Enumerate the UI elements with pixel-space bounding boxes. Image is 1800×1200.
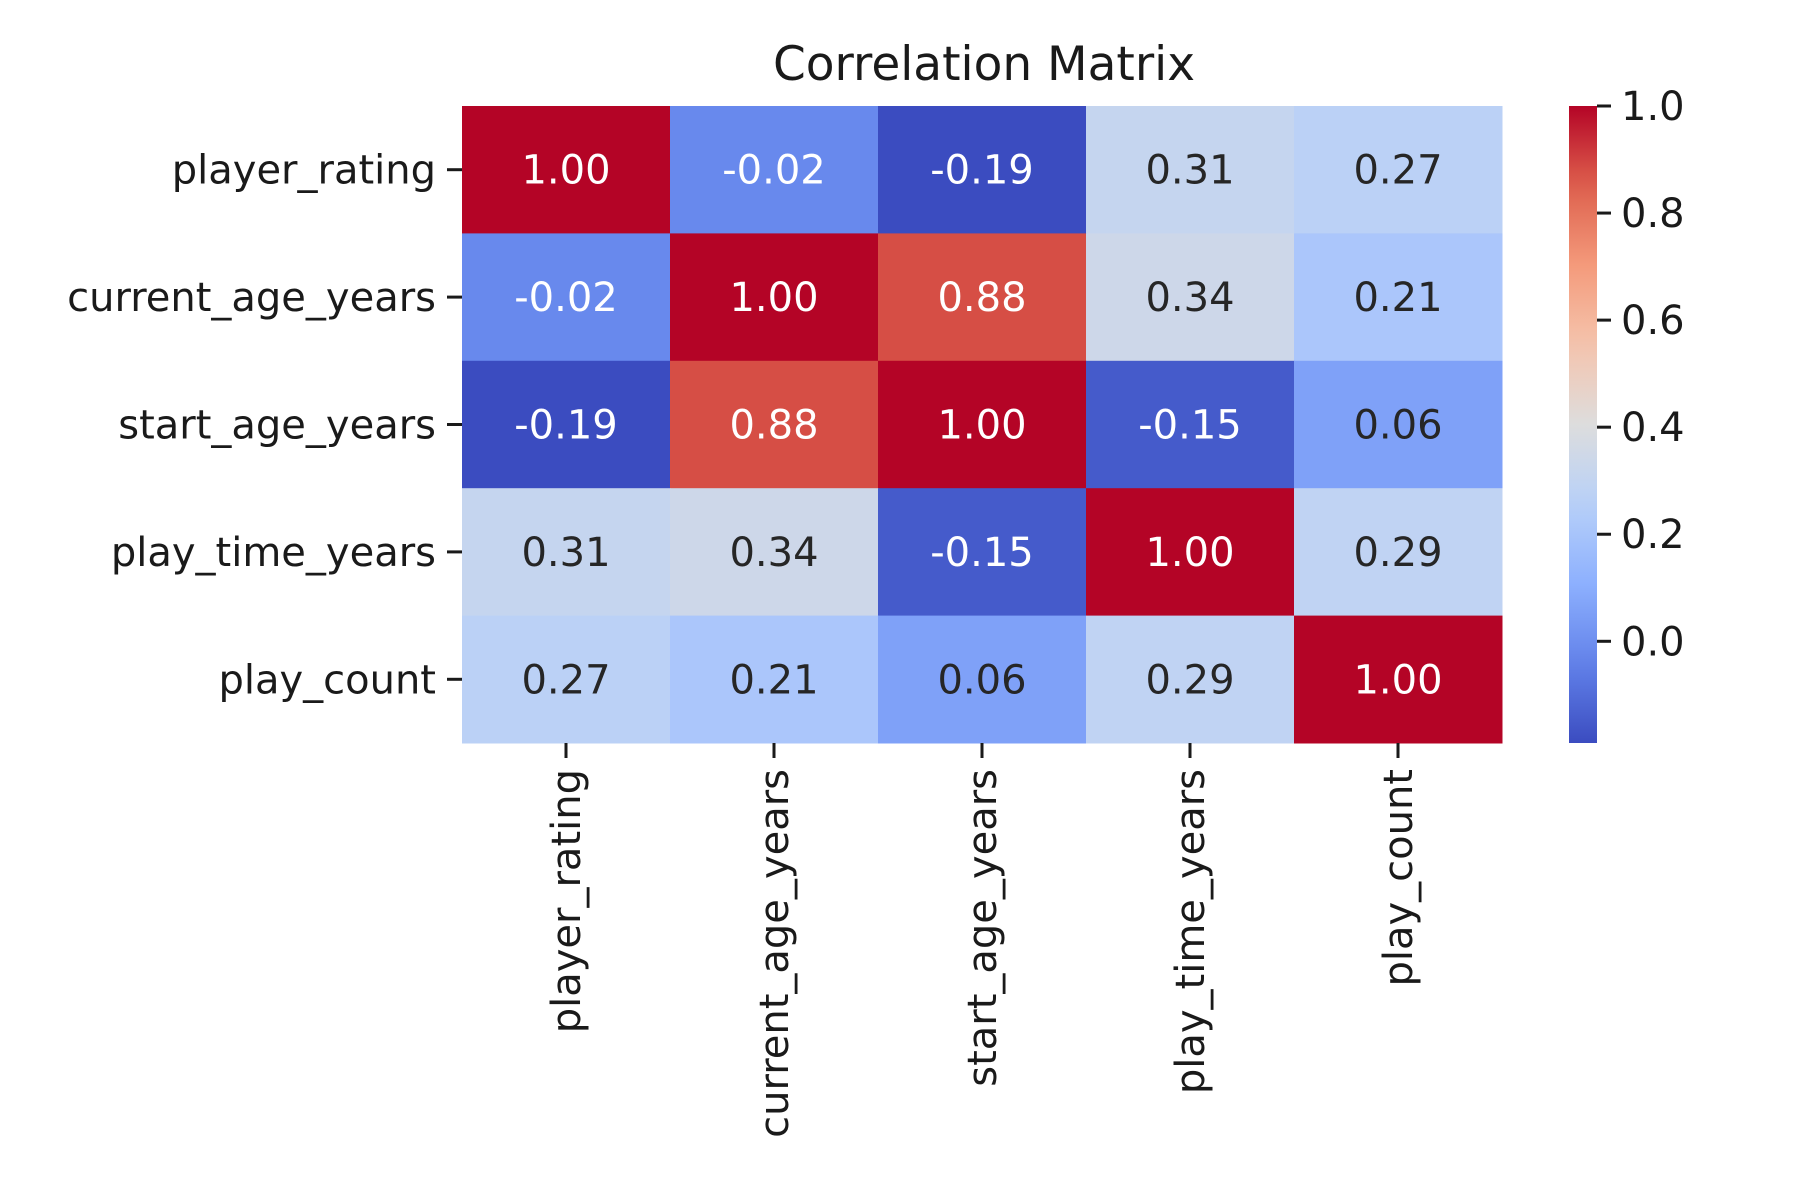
row-tick-label: current_age_years <box>67 275 436 321</box>
row-axis: player_rating current_age_years start_age_… <box>67 148 462 703</box>
heatmap-cell <box>1294 233 1503 362</box>
column-tick-label: start_age_years <box>960 769 1006 1087</box>
chart-title: Correlation Matrix <box>773 37 1195 92</box>
heatmap-cells: 1.00 -0.02 -0.19 0.31 0.27 -0.02 1.00 0.88 0.34 0… <box>462 106 1503 744</box>
cell-value-label: 0.34 <box>729 530 818 576</box>
row-tick-label: start_age_years <box>118 403 436 449</box>
row-tick-label: play_count <box>218 657 436 703</box>
column-tick-label: play_count <box>1376 769 1422 987</box>
row-tick-label: player_rating <box>172 148 436 194</box>
row-tick-label: play_time_years <box>111 530 436 576</box>
cell-value-label: -0.02 <box>722 148 826 194</box>
cell-value-label: 1.00 <box>937 403 1026 449</box>
heatmap-cell <box>1294 488 1503 617</box>
heatmap-cell <box>1086 106 1295 234</box>
cell-value-label: 0.88 <box>937 275 1026 321</box>
heatmap-cell <box>878 233 1087 362</box>
cell-value-label: -0.15 <box>1138 403 1242 449</box>
colorbar-tick-label: 0.0 <box>1621 619 1685 665</box>
cell-value-label: 0.06 <box>1353 403 1442 449</box>
colorbar: 0.0 0.2 0.4 0.6 0.8 1.0 <box>1569 84 1685 743</box>
cell-value-label: 0.06 <box>937 657 1026 703</box>
column-tick-label: play_time_years <box>1168 769 1214 1094</box>
heatmap-cell <box>670 488 879 617</box>
heatmap-cell <box>462 488 671 617</box>
heatmap-cell <box>1086 360 1295 489</box>
cell-value-label: 0.21 <box>1353 275 1442 321</box>
cell-value-label: 0.29 <box>1353 530 1442 576</box>
cell-value-label: 0.27 <box>521 657 610 703</box>
heatmap-cell <box>462 360 671 489</box>
heatmap-cell <box>462 106 671 234</box>
heatmap-cell <box>878 615 1087 744</box>
colorbar-gradient <box>1569 106 1597 743</box>
heatmap-cell <box>878 488 1087 617</box>
heatmap-cell <box>670 615 879 744</box>
colorbar-tick-label: 0.2 <box>1621 512 1685 558</box>
colorbar-tick-label: 0.8 <box>1621 191 1685 237</box>
column-tick-label: current_age_years <box>752 769 798 1138</box>
heatmap-cell <box>462 233 671 362</box>
heatmap-cell <box>1086 233 1295 362</box>
cell-value-label: -0.19 <box>514 403 618 449</box>
heatmap-cell <box>670 106 879 234</box>
column-tick-label: player_rating <box>544 769 590 1033</box>
cell-value-label: -0.02 <box>514 275 618 321</box>
cell-value-label: -0.19 <box>930 148 1034 194</box>
cell-value-label: 1.00 <box>1145 530 1234 576</box>
heatmap-cell <box>1294 106 1503 234</box>
cell-value-label: 0.21 <box>729 657 818 703</box>
cell-value-label: 0.34 <box>1145 275 1234 321</box>
colorbar-tick-label: 0.6 <box>1621 298 1685 344</box>
cell-value-label: -0.15 <box>930 530 1034 576</box>
cell-value-label: 0.31 <box>1145 148 1234 194</box>
heatmap-cell <box>878 106 1087 234</box>
heatmap-cell <box>1086 488 1295 617</box>
heatmap-cell <box>462 615 671 744</box>
colorbar-tick-label: 0.4 <box>1621 405 1685 451</box>
heatmap-cell <box>878 360 1087 489</box>
heatmap-cell <box>670 233 879 362</box>
cell-value-label: 0.88 <box>729 403 818 449</box>
heatmap-cell <box>670 360 879 489</box>
heatmap-cell <box>1086 615 1295 744</box>
cell-value-label: 1.00 <box>521 148 610 194</box>
cell-value-label: 0.27 <box>1353 148 1442 194</box>
cell-value-label: 1.00 <box>729 275 818 321</box>
cell-value-label: 0.31 <box>521 530 610 576</box>
heatmap-cell <box>1294 360 1503 489</box>
column-axis: player_rating current_age_years start_age_… <box>544 743 1422 1138</box>
heatmap-cell <box>1294 615 1503 744</box>
cell-value-label: 1.00 <box>1353 657 1442 703</box>
cell-value-label: 0.29 <box>1145 657 1234 703</box>
colorbar-tick-label: 1.0 <box>1621 84 1685 130</box>
